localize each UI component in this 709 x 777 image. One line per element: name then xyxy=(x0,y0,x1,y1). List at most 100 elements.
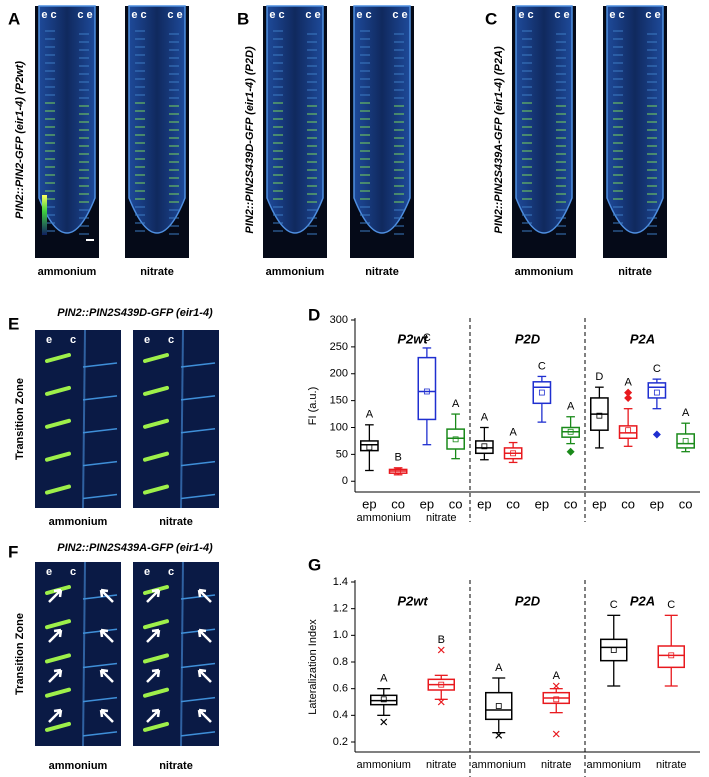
cell-wall xyxy=(82,493,118,500)
arrow xyxy=(197,668,212,683)
condition-label: nitrate xyxy=(618,266,652,278)
condition-label: ammonium xyxy=(38,266,97,278)
image-tag: e c xyxy=(41,9,56,21)
significance-letter: A xyxy=(567,401,575,413)
y-tick-label: 300 xyxy=(330,314,348,326)
condition-label: ammonium xyxy=(49,760,108,772)
mean xyxy=(596,412,603,419)
image-tag: c xyxy=(168,566,174,578)
mean xyxy=(682,438,689,444)
mean xyxy=(395,468,402,474)
arrow xyxy=(197,628,212,643)
cell-wall xyxy=(180,428,216,434)
panel-title: PIN2::PIN2S439A-GFP (eir1-4) (P2A) xyxy=(493,46,505,234)
panel-title: PIN2::PIN2S439D-GFP (eir1-4) (P2D) xyxy=(244,46,256,234)
micrograph xyxy=(133,330,219,508)
y-tick-label: 0.6 xyxy=(333,683,348,695)
box xyxy=(600,638,628,662)
image-tag: c e xyxy=(645,9,660,21)
panel-label: G xyxy=(308,555,321,574)
mean xyxy=(366,444,373,451)
arrow xyxy=(48,708,63,723)
gfp-signal xyxy=(45,353,71,363)
gfp-signal xyxy=(143,653,169,664)
y-tick-label: 0.2 xyxy=(333,736,348,748)
cell-column xyxy=(180,329,184,509)
panel-label: A xyxy=(8,9,20,28)
gfp-signal xyxy=(143,353,169,363)
y-tick-label: 0 xyxy=(342,475,348,487)
box xyxy=(647,382,667,399)
micrograph xyxy=(35,330,121,508)
significance-letter: C xyxy=(653,363,661,375)
x-tick-label: co xyxy=(391,496,405,511)
group-label: P2wt xyxy=(397,331,428,346)
y-tick-label: 50 xyxy=(336,448,348,460)
cell-wall xyxy=(82,662,118,669)
gfp-signal xyxy=(45,484,71,495)
x-tick-label: ep xyxy=(477,496,491,511)
panel-label: B xyxy=(237,9,249,28)
outlier xyxy=(437,646,445,654)
arrow xyxy=(146,668,161,683)
arrow xyxy=(99,668,114,683)
outlier xyxy=(437,698,445,706)
box xyxy=(475,440,494,455)
cell-wall xyxy=(180,460,216,467)
gfp-signal xyxy=(143,721,169,732)
box xyxy=(417,356,437,421)
significance-letter: C xyxy=(538,360,546,372)
condition-label: nitrate xyxy=(426,512,457,524)
cell-wall xyxy=(180,362,216,368)
image-tag: e xyxy=(144,334,150,346)
gfp-signal xyxy=(45,619,71,630)
y-axis-label: FI (a.u.) xyxy=(307,387,319,426)
image-tag: c e xyxy=(77,9,92,21)
gfp-signal xyxy=(45,721,71,732)
outlier xyxy=(624,393,633,402)
panel-label: E xyxy=(8,314,19,333)
image-tag: e xyxy=(144,566,150,578)
side-label: Transition Zone xyxy=(14,613,26,695)
cell-wall xyxy=(180,493,216,500)
panel-title: PIN2::PIN2S439A-GFP (eir1-4) xyxy=(57,542,213,554)
mean xyxy=(625,427,632,434)
x-tick-label: co xyxy=(506,496,520,511)
significance-letter: B xyxy=(438,634,445,646)
x-tick-label: nitrate xyxy=(426,759,457,771)
image-tag: e xyxy=(46,566,52,578)
mean xyxy=(567,428,574,435)
outlier xyxy=(380,718,388,726)
significance-letter: D xyxy=(595,371,603,383)
cell-wall xyxy=(180,662,216,669)
group-label: P2wt xyxy=(397,593,428,608)
mean xyxy=(538,389,545,396)
y-tick-label: 0.8 xyxy=(333,656,348,668)
arrow xyxy=(48,588,63,603)
group-label: P2D xyxy=(515,331,541,346)
condition-label: ammonium xyxy=(49,516,108,528)
significance-letter: A xyxy=(481,411,489,423)
outlier xyxy=(552,682,560,690)
x-tick-label: ep xyxy=(362,496,376,511)
x-tick-label: co xyxy=(621,496,635,511)
outlier xyxy=(652,430,661,439)
box xyxy=(485,691,513,721)
condition-label: nitrate xyxy=(159,516,193,528)
arrow xyxy=(48,668,63,683)
outlier xyxy=(552,730,560,738)
image-tag: e c xyxy=(131,9,146,21)
condition-label: nitrate xyxy=(140,266,174,278)
image-tag: c e xyxy=(392,9,407,21)
cell-wall xyxy=(82,460,118,467)
panel-title: PIN2::PIN2S439D-GFP (eir1-4) xyxy=(57,307,213,319)
arrow xyxy=(146,708,161,723)
arrow xyxy=(48,628,63,643)
y-tick-label: 150 xyxy=(330,395,348,407)
condition-label: ammonium xyxy=(266,266,325,278)
cell-wall xyxy=(82,395,118,401)
cell-wall xyxy=(180,395,216,401)
mean xyxy=(553,696,560,703)
panel-label: D xyxy=(308,305,320,324)
x-tick-label: co xyxy=(449,496,463,511)
